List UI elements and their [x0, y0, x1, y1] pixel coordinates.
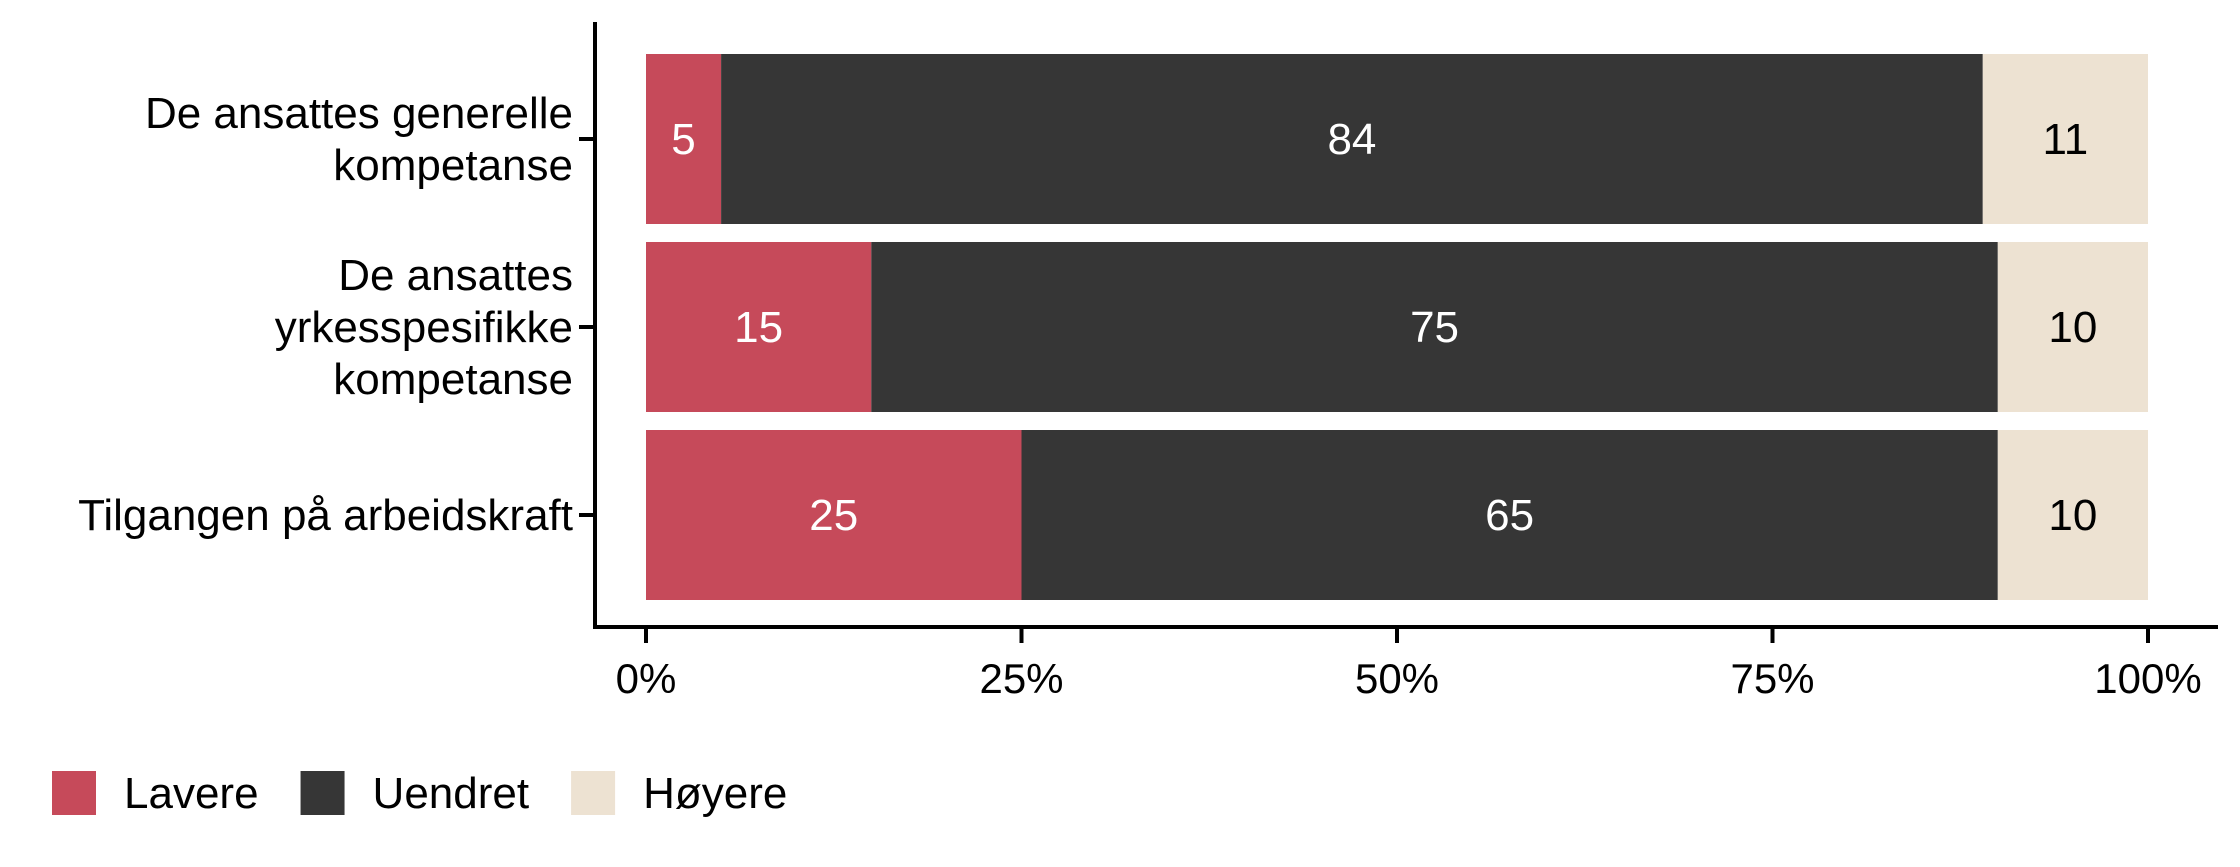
bar-value-label: 84 — [1327, 115, 1376, 164]
legend-swatch-uendret — [300, 771, 345, 815]
bar-segment-uendret-2 — [1021, 430, 1998, 600]
bar-value-label: 25 — [809, 491, 858, 540]
x-tick-label: 0% — [616, 655, 677, 702]
bar-value-label: 11 — [2043, 115, 2089, 164]
category-label: yrkesspesifikke — [275, 303, 573, 352]
x-axis: 0% 25% 50% 75% 100% — [593, 625, 2218, 702]
bar-value-label: 5 — [671, 115, 695, 164]
bar-labels-layer: 5 84 11 15 75 10 25 65 10 — [671, 115, 2097, 540]
x-tick-label: 75% — [1730, 655, 1814, 702]
legend-swatch-lavere — [52, 771, 96, 815]
bar-segment-lavere-2 — [646, 430, 1022, 600]
bar-segment-lavere-0 — [646, 54, 722, 224]
category-label: De ansattes — [338, 251, 573, 300]
bar-segment-uendret-1 — [871, 242, 1998, 412]
bar-value-label: 10 — [2048, 491, 2097, 540]
bar-value-label: 75 — [1410, 303, 1459, 352]
category-label: kompetanse — [333, 355, 573, 404]
bar-segment-høyere-2 — [1997, 430, 2148, 600]
bar-segment-lavere-1 — [646, 242, 872, 412]
legend-swatch-høyere — [571, 771, 616, 815]
bar-value-label: 65 — [1485, 491, 1534, 540]
legend-label-uendret: Uendret — [373, 769, 530, 818]
bars-layer — [646, 54, 2148, 600]
bar-segment-høyere-0 — [1982, 54, 2148, 224]
legend: Lavere Uendret Høyere — [52, 769, 787, 818]
bar-value-label: 15 — [734, 303, 783, 352]
x-tick-label: 100% — [2094, 655, 2201, 702]
category-label: kompetanse — [333, 141, 573, 190]
bar-segment-høyere-1 — [1997, 242, 2148, 412]
bar-value-label: 10 — [2048, 303, 2097, 352]
category-label: De ansattes generelle — [145, 89, 573, 138]
x-tick-label: 50% — [1355, 655, 1439, 702]
legend-label-lavere: Lavere — [124, 769, 259, 818]
x-tick-label: 25% — [979, 655, 1063, 702]
legend-label-høyere: Høyere — [643, 769, 787, 818]
category-label: Tilgangen på arbeidskraft — [78, 491, 573, 540]
bar-segment-uendret-0 — [721, 54, 1983, 224]
